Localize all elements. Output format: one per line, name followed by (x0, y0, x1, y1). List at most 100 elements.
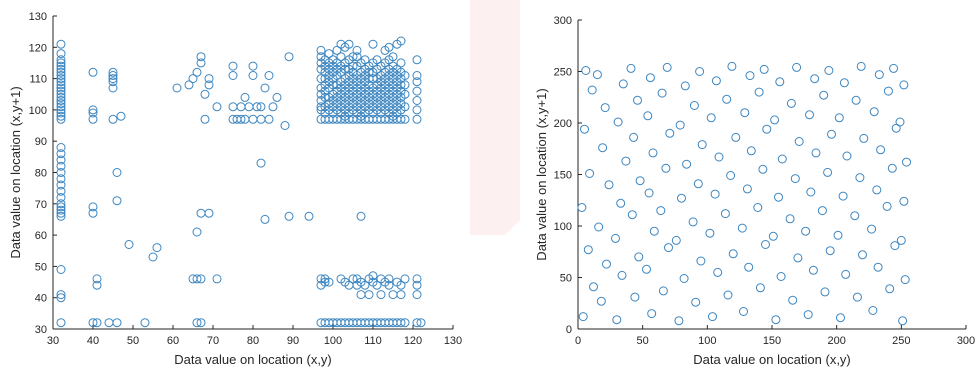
data-point (88, 208, 98, 218)
data-point (889, 63, 899, 73)
data-point (56, 49, 66, 59)
data-point (56, 55, 66, 65)
data-point (368, 74, 378, 84)
y-tick-label: 30 (35, 324, 47, 336)
data-point (228, 61, 238, 71)
data-point (688, 217, 698, 227)
data-point (148, 252, 158, 262)
data-point (758, 164, 768, 174)
y-tick-label: 100 (554, 221, 572, 233)
data-point (850, 211, 860, 221)
data-point (842, 151, 852, 161)
data-point (697, 140, 707, 150)
data-point (775, 77, 785, 87)
data-point (192, 318, 202, 328)
data-point (56, 193, 66, 202)
data-point (726, 171, 736, 180)
data-point (412, 318, 422, 328)
data-point (104, 318, 114, 328)
data-point (264, 114, 274, 124)
data-point (645, 73, 655, 83)
data-point (596, 296, 606, 306)
data-point (412, 105, 422, 115)
data-point (56, 111, 66, 121)
x-axis-label: Data value on location (x,y) (174, 352, 332, 367)
data-point (200, 114, 210, 124)
data-point (711, 76, 721, 86)
data-point (56, 186, 66, 196)
data-points-group (56, 36, 426, 328)
left-scatter-plot: 30 40 50 60 70 80 90 100 110 120 130 30 40 50 60 70 80 90… (8, 11, 462, 367)
y-tick-label: 80 (35, 168, 47, 180)
data-point (228, 71, 238, 80)
data-point (887, 163, 897, 173)
data-point (744, 262, 754, 272)
data-point (348, 61, 358, 71)
data-point (630, 292, 640, 302)
data-point (248, 61, 258, 71)
data-point (902, 157, 911, 167)
data-point (112, 318, 122, 328)
data-point (776, 272, 786, 281)
data-point (284, 52, 294, 62)
data-point (344, 39, 354, 49)
data-point (617, 270, 627, 280)
data-point (56, 92, 66, 102)
data-point (56, 86, 66, 96)
x-tick-label: 120 (404, 335, 422, 347)
data-point (693, 179, 703, 189)
data-point (56, 74, 66, 84)
data-point (412, 96, 422, 105)
x-tick-label: 50 (637, 335, 649, 347)
data-point (248, 114, 258, 124)
data-point (368, 39, 378, 49)
data-point (677, 193, 686, 203)
data-point (56, 39, 66, 49)
data-point (348, 274, 358, 284)
data-point (869, 107, 879, 117)
data-point (658, 286, 668, 296)
data-point (56, 61, 66, 71)
data-point (412, 55, 422, 65)
data-point (264, 71, 274, 80)
data-point (360, 55, 370, 65)
x-tick-label: 50 (127, 335, 139, 347)
data-point (396, 58, 406, 68)
data-point (727, 61, 737, 71)
data-point (581, 66, 591, 75)
data-point (635, 176, 645, 186)
data-point (578, 312, 588, 322)
y-tick-label: 50 (560, 273, 572, 285)
data-point (400, 274, 410, 284)
data-point (56, 208, 66, 218)
data-point (376, 290, 386, 300)
data-point (88, 202, 98, 212)
data-point (770, 115, 780, 125)
data-point (899, 196, 909, 206)
data-point (708, 312, 717, 322)
data-point (56, 83, 66, 93)
data-point (896, 235, 906, 245)
data-point (256, 102, 266, 112)
data-point (92, 274, 102, 284)
data-point (388, 290, 398, 300)
data-point (771, 315, 781, 325)
y-tick-label: 90 (35, 136, 47, 148)
data-point (598, 143, 608, 153)
data-point (695, 67, 705, 76)
data-point (56, 199, 66, 209)
data-point (820, 287, 830, 297)
x-tick-label: 30 (47, 335, 59, 347)
divider-accent (470, 0, 520, 235)
data-point (899, 80, 909, 90)
data-point (589, 282, 598, 292)
data-point (396, 36, 406, 46)
data-point (328, 80, 338, 90)
x-axis-label: Data value on location (x,y) (693, 352, 851, 367)
data-point (196, 58, 206, 68)
data-point (634, 252, 644, 262)
data-point (874, 70, 884, 80)
data-point (592, 70, 602, 80)
y-tick-label: 120 (29, 42, 47, 54)
